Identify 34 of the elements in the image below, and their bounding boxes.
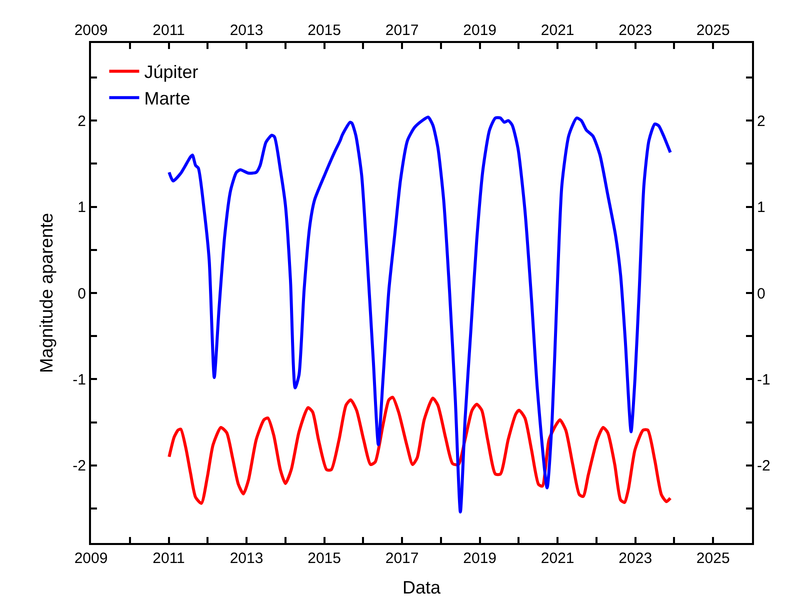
y-tick-label: -1 xyxy=(72,371,86,388)
x2-tick-label: 2015 xyxy=(308,550,341,567)
x-axis-title: Data xyxy=(402,578,442,598)
y2-tick-label: 2 xyxy=(757,112,766,130)
y-axis-title: Magnitude aparente xyxy=(36,212,56,374)
y2-tick-label: 1 xyxy=(757,199,766,216)
y-tick-label: 1 xyxy=(78,199,86,216)
x-tick-label: 2017 xyxy=(385,22,419,39)
x-tick-label: 2019 xyxy=(463,22,497,39)
x-tick-label: 2013 xyxy=(230,22,264,39)
x2-tick-label: 2025 xyxy=(696,550,730,567)
y-tick-label: 2 xyxy=(78,112,86,130)
x2-tick-label: 2019 xyxy=(463,550,497,567)
legend-label: Júpiter xyxy=(144,62,198,82)
x2-tick-label: 2017 xyxy=(385,550,419,567)
x2-tick-label: 2021 xyxy=(540,550,574,567)
x2-tick-label: 2009 xyxy=(74,550,108,567)
x2-tick-label: 2023 xyxy=(618,550,652,567)
x2-tick-label: 2013 xyxy=(230,550,264,567)
y2-tick-label: 0 xyxy=(757,285,766,302)
legend-label: Marte xyxy=(144,88,190,109)
y-tick-label: -2 xyxy=(72,458,86,475)
y2-tick-label: -2 xyxy=(757,458,770,475)
y2-tick-label: -1 xyxy=(757,371,770,388)
x-tick-label: 2015 xyxy=(308,22,341,39)
y-tick-label: 0 xyxy=(78,285,86,302)
x-tick-label: 2025 xyxy=(696,22,730,39)
x-tick-label: 2023 xyxy=(618,22,652,39)
x2-tick-label: 2011 xyxy=(152,550,185,567)
x-tick-label: 2021 xyxy=(540,22,574,39)
line-series xyxy=(168,116,672,514)
x-tick-label: 2009 xyxy=(74,22,108,39)
line-series xyxy=(168,396,672,505)
x-tick-label: 2011 xyxy=(152,22,185,39)
